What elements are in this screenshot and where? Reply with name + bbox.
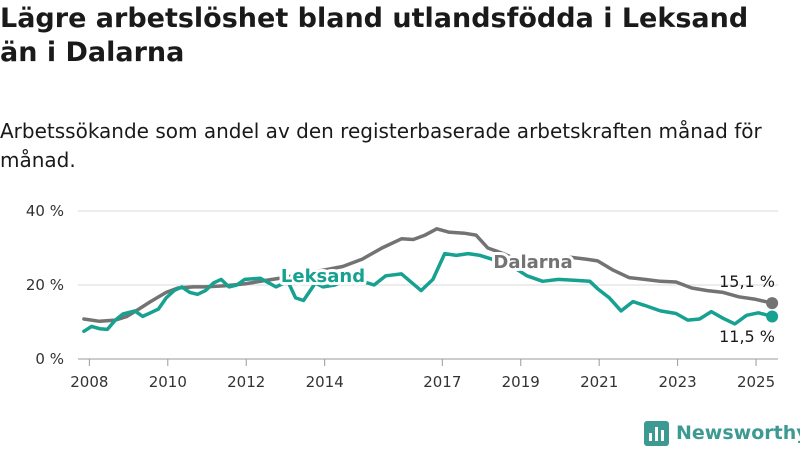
end-point-dalarna bbox=[766, 297, 779, 310]
x-tick-label: 2023 bbox=[659, 373, 697, 391]
series-lines bbox=[82, 227, 779, 334]
x-tick-label: 2025 bbox=[737, 373, 775, 391]
end-point-leksand bbox=[766, 310, 779, 323]
chart-title: Lägre arbetslöshet bland utlandsfödda i … bbox=[0, 3, 749, 68]
series-labels: Dalarna Leksand 15,1 % 11,5 % bbox=[278, 249, 775, 346]
x-tick-label: 2017 bbox=[423, 373, 461, 391]
x-tick-label: 2014 bbox=[306, 373, 344, 391]
x-axis-ticks: 2008 2010 2012 2014 2017 2019 2021 2023 2025 bbox=[70, 359, 775, 391]
series-name-leksand: Leksand bbox=[281, 266, 365, 287]
brand-logo: Newsworthy bbox=[644, 419, 800, 447]
brand-name: Newsworthy bbox=[676, 422, 800, 444]
series-line-dalarna bbox=[82, 227, 774, 324]
chart-subtitle: Arbetssökande som andel av den registerb… bbox=[0, 119, 762, 172]
end-value-leksand: 11,5 % bbox=[719, 327, 775, 346]
x-tick-label: 2010 bbox=[149, 373, 187, 391]
end-value-dalarna: 15,1 % bbox=[719, 272, 775, 291]
series-name-dalarna: Dalarna bbox=[493, 252, 572, 273]
y-tick-label: 20 % bbox=[26, 276, 64, 294]
x-tick-label: 2021 bbox=[580, 373, 618, 391]
y-tick-label: 40 % bbox=[26, 202, 64, 220]
x-tick-label: 2008 bbox=[70, 373, 108, 391]
series-line-leksand bbox=[82, 251, 774, 334]
newsworthy-logo-icon bbox=[644, 420, 669, 446]
y-axis-ticks: 0 % 20 % 40 % bbox=[26, 202, 64, 368]
x-tick-label: 2012 bbox=[227, 373, 265, 391]
x-tick-label: 2019 bbox=[502, 373, 540, 391]
y-tick-label: 0 % bbox=[35, 350, 64, 368]
